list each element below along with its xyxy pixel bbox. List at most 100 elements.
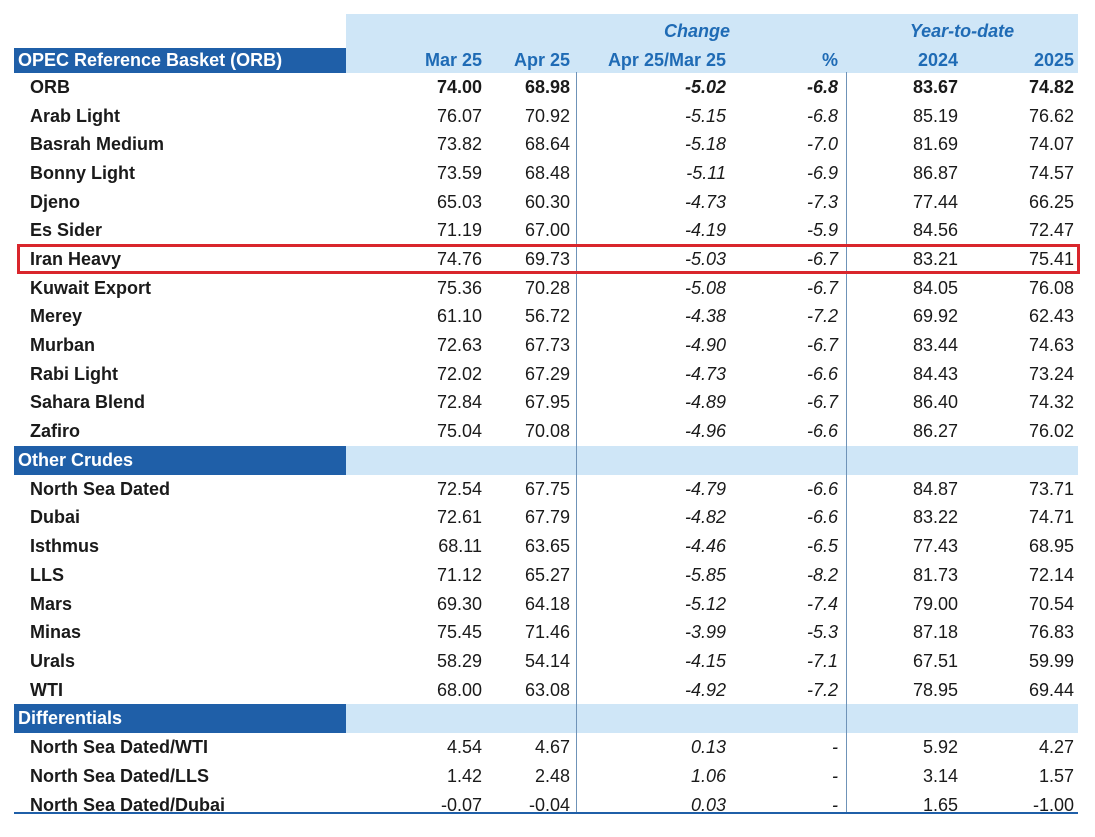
value-ytd-2024: 67.51 xyxy=(912,650,958,671)
row-name: Urals xyxy=(30,650,76,671)
value-change: -4.38 xyxy=(684,306,726,327)
value-ytd-2025: 4.27 xyxy=(1038,737,1074,758)
value-apr25: 70.08 xyxy=(524,421,570,442)
value-ytd-2024: 1.65 xyxy=(922,794,958,815)
value-change: -4.90 xyxy=(684,335,726,356)
table-bottom-rule xyxy=(14,812,1078,814)
value-ytd-2024: 81.73 xyxy=(912,564,958,585)
value-pct: -5.9 xyxy=(806,220,838,241)
value-pct: - xyxy=(832,765,838,786)
value-ytd-2024: 3.14 xyxy=(922,765,958,786)
value-ytd-2024: 86.27 xyxy=(912,421,958,442)
value-mar25: 74.76 xyxy=(436,248,482,269)
table-row: Kuwait Export 75.36 70.28 -5.08 -6.7 84.05 76.… xyxy=(14,274,1078,303)
value-pct: -7.0 xyxy=(806,134,838,155)
value-pct: -7.3 xyxy=(806,191,838,212)
table-row: Basrah Medium 73.82 68.64 -5.18 -7.0 81.69 74.… xyxy=(14,130,1078,159)
value-change: -5.11 xyxy=(686,162,726,183)
table-row: Murban 72.63 67.73 -4.90 -6.7 83.44 74.63 xyxy=(14,331,1078,360)
value-ytd-2025: 70.54 xyxy=(1028,593,1074,614)
table-header: OPEC Reference Basket (ORB) Change Year-… xyxy=(14,14,1078,73)
row-name: Kuwait Export xyxy=(30,277,152,298)
table-row: North Sea Dated/WTI 4.54 4.67 0.13 - 5.92 4.27 xyxy=(14,733,1078,762)
value-mar25: 71.12 xyxy=(436,564,482,585)
value-mar25: 68.00 xyxy=(436,679,482,700)
value-ytd-2025: 74.82 xyxy=(1028,76,1074,97)
value-apr25: 69.73 xyxy=(524,248,570,269)
value-apr25: 54.14 xyxy=(524,650,570,671)
value-pct: -6.7 xyxy=(806,392,838,413)
value-change: -4.79 xyxy=(684,478,726,499)
value-apr25: 2.48 xyxy=(534,765,570,786)
row-name: Zafiro xyxy=(30,421,81,442)
value-pct: -6.7 xyxy=(806,248,838,269)
value-apr25: 56.72 xyxy=(524,306,570,327)
value-ytd-2025: -1.00 xyxy=(1032,794,1074,815)
change-group-header: Change xyxy=(663,21,730,41)
value-mar25: 72.61 xyxy=(436,507,482,528)
value-mar25: 71.19 xyxy=(436,220,482,241)
value-apr25: 70.28 xyxy=(524,277,570,298)
table-row: Minas 75.45 71.46 -3.99 -5.3 87.18 76.83 xyxy=(14,618,1078,647)
value-pct: -6.6 xyxy=(806,421,838,442)
row-name: WTI xyxy=(30,679,63,700)
row-name: Mars xyxy=(30,593,73,614)
table-row: Mars 69.30 64.18 -5.12 -7.4 79.00 70.54 xyxy=(14,590,1078,619)
value-pct: -6.7 xyxy=(806,335,838,356)
value-apr25: 71.46 xyxy=(524,622,570,643)
value-change: -5.18 xyxy=(684,134,726,155)
value-pct: - xyxy=(832,794,838,815)
row-name: Isthmus xyxy=(30,536,100,557)
value-ytd-2025: 68.95 xyxy=(1028,536,1074,557)
value-pct: -7.1 xyxy=(806,650,838,671)
row-name: Es Sider xyxy=(30,220,103,241)
row-name: Bonny Light xyxy=(30,162,135,183)
other-crudes-rows: North Sea Dated 72.54 67.75 -4.79 -6.6 84.87 7… xyxy=(14,475,1078,705)
row-name: Sahara Blend xyxy=(30,392,146,413)
value-ytd-2025: 74.32 xyxy=(1028,392,1074,413)
value-ytd-2024: 86.87 xyxy=(912,162,958,183)
value-mar25: 76.07 xyxy=(436,105,482,126)
highlight-box-iran-heavy xyxy=(17,244,1080,274)
crude-price-table: OPEC Reference Basket (ORB) Change Year-… xyxy=(14,14,1078,820)
table-row: ORB 74.00 68.98 -5.02 -6.8 83.67 74.82 xyxy=(14,73,1078,102)
value-ytd-2024: 85.19 xyxy=(912,105,958,126)
col-header-2024: 2024 xyxy=(917,50,958,70)
value-ytd-2024: 83.21 xyxy=(912,248,958,269)
value-change: -5.08 xyxy=(684,277,726,298)
divider-line xyxy=(846,72,847,812)
row-name: North Sea Dated/WTI xyxy=(30,737,209,758)
value-ytd-2025: 74.63 xyxy=(1028,335,1074,356)
value-change: -5.02 xyxy=(684,76,726,97)
table-row: North Sea Dated/LLS 1.42 2.48 1.06 - 3.14 1.57 xyxy=(14,762,1078,791)
value-apr25: 67.00 xyxy=(524,220,570,241)
value-mar25: 75.36 xyxy=(436,277,482,298)
value-apr25: 68.98 xyxy=(524,76,570,97)
value-apr25: 60.30 xyxy=(524,191,570,212)
value-mar25: 68.11 xyxy=(438,536,482,557)
value-change: -5.03 xyxy=(684,248,726,269)
col-header-change: Apr 25/Mar 25 xyxy=(607,50,726,70)
differentials-rows: North Sea Dated/WTI 4.54 4.67 0.13 - 5.92 4.27… xyxy=(14,733,1078,819)
value-ytd-2024: 84.87 xyxy=(912,478,958,499)
value-pct: -6.8 xyxy=(806,76,838,97)
value-ytd-2025: 1.57 xyxy=(1038,765,1074,786)
value-apr25: 67.79 xyxy=(524,507,570,528)
value-change: 0.03 xyxy=(690,794,726,815)
value-ytd-2025: 73.71 xyxy=(1028,478,1074,499)
value-apr25: 68.48 xyxy=(524,162,570,183)
value-change: -4.73 xyxy=(684,191,726,212)
value-apr25: -0.04 xyxy=(528,794,570,815)
value-ytd-2025: 76.83 xyxy=(1028,622,1074,643)
value-change: -5.85 xyxy=(684,564,726,585)
row-name: LLS xyxy=(30,564,64,585)
row-name: Djeno xyxy=(30,191,81,212)
value-mar25: 69.30 xyxy=(436,593,482,614)
value-mar25: 72.54 xyxy=(436,478,482,499)
value-change: -5.15 xyxy=(684,105,726,126)
value-ytd-2025: 76.08 xyxy=(1028,277,1074,298)
table-row: Arab Light 76.07 70.92 -5.15 -6.8 85.19 76.62 xyxy=(14,102,1078,131)
section-other-crudes: Other Crudes xyxy=(14,445,1078,475)
ytd-group-header: Year-to-date xyxy=(909,21,1015,41)
value-ytd-2024: 87.18 xyxy=(912,622,958,643)
